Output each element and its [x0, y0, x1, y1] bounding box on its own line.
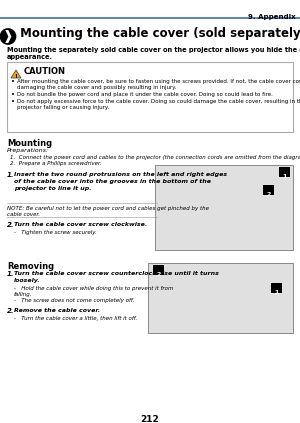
- Text: 1.  Connect the power cord and cables to the projector (the connection cords are: 1. Connect the power cord and cables to …: [10, 155, 300, 160]
- Text: Do not apply excessive force to the cable cover. Doing so could damage the cable: Do not apply excessive force to the cabl…: [17, 99, 300, 104]
- Text: 1: 1: [282, 174, 287, 179]
- Text: Do not bundle the power cord and place it under the cable cover. Doing so could : Do not bundle the power cord and place i…: [17, 92, 273, 97]
- Text: Turn the cable cover screw counterclockwise until it turns: Turn the cable cover screw counterclockw…: [14, 271, 219, 276]
- Text: of the cable cover into the grooves in the bottom of the: of the cable cover into the grooves in t…: [14, 179, 211, 184]
- Text: Mounting the cable cover (sold separately): Mounting the cable cover (sold separatel…: [16, 27, 300, 40]
- Text: After mounting the cable cover, be sure to fasten using the screws provided. If : After mounting the cable cover, be sure …: [17, 79, 300, 84]
- Text: -   Tighten the screw securely.: - Tighten the screw securely.: [14, 230, 97, 235]
- Text: -   Turn the cable cover a little, then lift it off.: - Turn the cable cover a little, then li…: [14, 316, 137, 321]
- Bar: [148, 263, 293, 333]
- Text: projector to line it up.: projector to line it up.: [14, 186, 92, 191]
- Text: appearance.: appearance.: [7, 54, 53, 60]
- Text: Preparations:: Preparations:: [7, 148, 49, 153]
- Text: 2: 2: [266, 192, 271, 197]
- Text: Remove the cable cover.: Remove the cable cover.: [14, 308, 100, 313]
- Text: Mounting: Mounting: [7, 139, 52, 148]
- Text: •: •: [11, 92, 15, 98]
- Text: cable cover.: cable cover.: [7, 212, 40, 217]
- Bar: [263, 185, 274, 195]
- Bar: [155, 165, 293, 250]
- Text: 2.: 2.: [7, 308, 14, 314]
- Bar: [7, 62, 293, 132]
- Text: Mounting the separately sold cable cover on the projector allows you hide the ca: Mounting the separately sold cable cover…: [7, 47, 300, 53]
- Text: 212: 212: [141, 415, 159, 423]
- Text: projector falling or causing injury.: projector falling or causing injury.: [17, 105, 109, 110]
- Text: NOTE: Be careful not to let the power cord and cables get pinched by the: NOTE: Be careful not to let the power co…: [7, 206, 209, 211]
- Text: 1.: 1.: [7, 271, 14, 277]
- Bar: [153, 265, 164, 275]
- Text: 1: 1: [274, 290, 279, 295]
- Text: 2.: 2.: [7, 222, 14, 228]
- Text: •: •: [11, 79, 15, 85]
- Text: CAUTION: CAUTION: [24, 67, 66, 76]
- Bar: [279, 167, 290, 177]
- Text: !: !: [15, 74, 17, 79]
- Text: ❱: ❱: [3, 30, 13, 43]
- Text: -   The screw does not come completely off.: - The screw does not come completely off…: [14, 298, 134, 303]
- Text: •: •: [11, 99, 15, 105]
- Text: loosely.: loosely.: [14, 278, 40, 283]
- Text: 2: 2: [156, 272, 161, 277]
- Text: 2.  Prepare a Phillips screwdriver.: 2. Prepare a Phillips screwdriver.: [10, 161, 101, 166]
- Text: Removing: Removing: [7, 262, 54, 271]
- Bar: [271, 283, 282, 293]
- Text: damaging the cable cover and possibly resulting in injury.: damaging the cable cover and possibly re…: [17, 85, 176, 90]
- Text: 9. Appendix: 9. Appendix: [248, 14, 296, 20]
- Text: Turn the cable cover screw clockwise.: Turn the cable cover screw clockwise.: [14, 222, 147, 227]
- Text: -   Hold the cable cover while doing this to prevent it from: - Hold the cable cover while doing this …: [14, 286, 173, 291]
- Text: Insert the two round protrusions on the left and right edges: Insert the two round protrusions on the …: [14, 172, 227, 177]
- Text: 1.: 1.: [7, 172, 14, 178]
- Polygon shape: [11, 70, 21, 78]
- Text: falling.: falling.: [14, 292, 32, 297]
